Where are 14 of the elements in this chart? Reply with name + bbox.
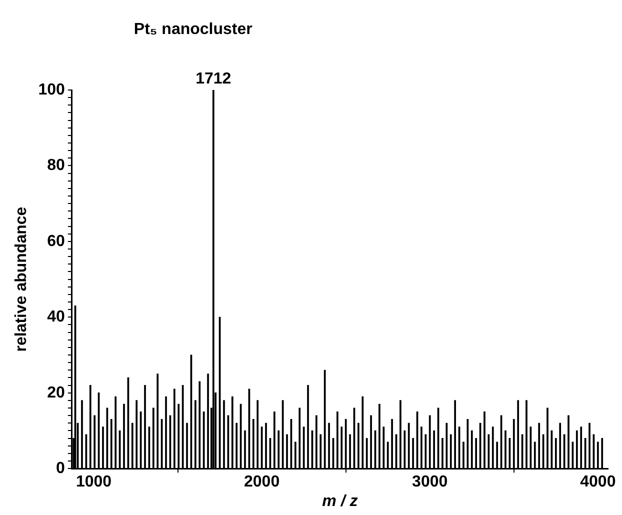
y-tick-label: 100 [38,81,65,98]
x-tick-label: 3000 [412,474,448,491]
y-tick-label: 60 [47,232,65,250]
y-tick-label: 40 [47,308,65,326]
x-tick-label: 2000 [244,474,280,491]
x-tick-label: 4000 [580,474,616,491]
y-tick-label: 80 [47,157,65,174]
x-axis-title: m / z [322,492,358,510]
y-tick-label: 20 [47,384,65,402]
x-tick-label: 1000 [76,474,112,491]
chart-title: Pt₅ nanocluster [134,21,252,38]
y-axis-title: relative abundance [13,206,30,352]
annotation: 1712 [196,70,232,88]
y-tick-label: 0 [56,460,65,478]
